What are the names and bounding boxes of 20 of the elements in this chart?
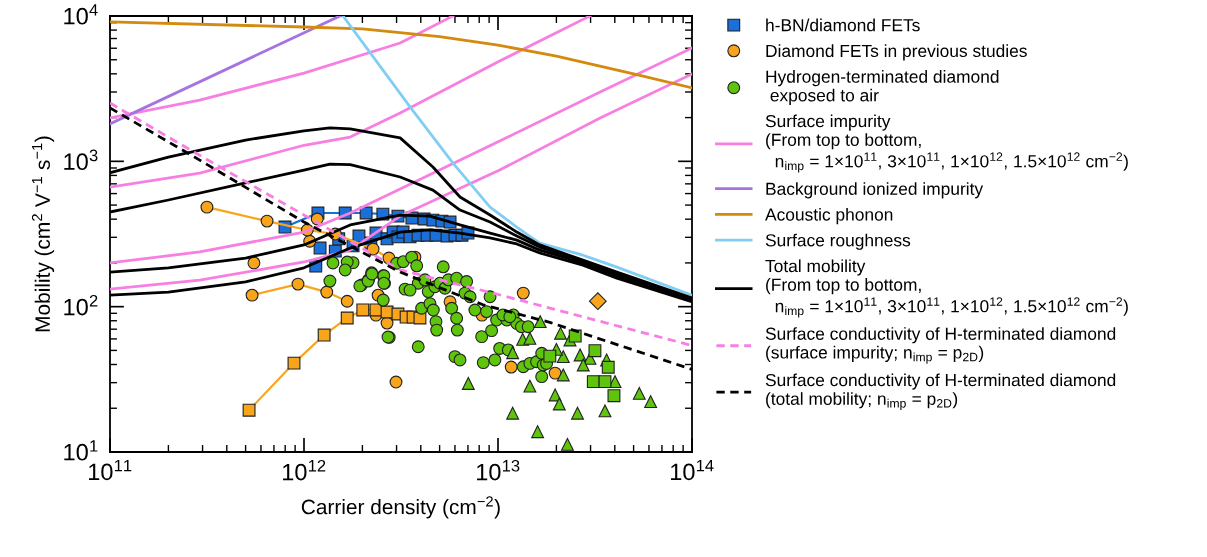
text: Surface impurity (From top to bottom, n$_{imp}$ = 1×10$^{11}$, 3×10$^{11}$, 1×10$^{12}$, 1.5×10$^{12}$ cm$^{−2}$) <box>765 114 1128 173</box>
legend-label: Surface conductivity of H-terminated diamond (total mobility; n$_{imp}$ = p$_{2D}$) <box>765 373 1116 411</box>
y-tick-label: 10$^{4}$ <box>64 4 98 25</box>
legend-label: Diamond FETs in previous studies <box>766 44 1027 61</box>
legend-label: Acoustic phonon <box>765 207 893 225</box>
x-tick-label: 10$^{14}$ <box>671 459 714 481</box>
legend-label: Background ionized impurity <box>766 182 984 199</box>
x-axis-title: Carrier density (cm$^{−2}$) <box>301 496 500 519</box>
y-tick-label: 10$^{1}$ <box>64 440 98 461</box>
y-tick-label: 10$^{3}$ <box>64 149 98 171</box>
x-tick-label: 10$^{12}$ <box>283 459 326 481</box>
legend-label: h-BN/diamond FETs <box>766 18 920 32</box>
text: Total mobility (From top to bottom, n$_{imp}$ = 1×10$^{11}$, 3×10$^{11}$, 1×10$^{12}$, 1.5×10$^{12}$ cm$^{−2}$) <box>765 259 1128 318</box>
y-tick-label: 10$^{2}$ <box>64 294 98 316</box>
x-tick-label: 10$^{13}$ <box>477 459 520 481</box>
legend-label: Hydrogen-terminated diamond exposed to air <box>766 70 999 105</box>
x-tick-label: 10$^{11}$ <box>89 459 132 481</box>
y-axis-title: Mobility (cm$^{2}$ V$^{−1}$ s$^{−1}$) <box>31 136 55 332</box>
legend-label: Surface conductivity of H-terminated diamond (surface impurity; n$_{imp}$ = p$_{2D}$) <box>765 327 1116 364</box>
legend-label: Surface roughness <box>765 233 911 250</box>
